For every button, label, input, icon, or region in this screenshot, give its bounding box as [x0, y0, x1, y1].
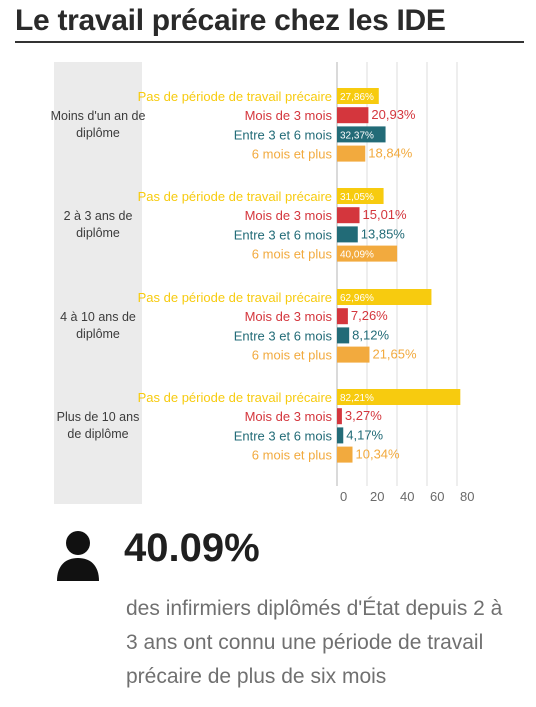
bar — [337, 427, 344, 444]
x-tick-label: 20 — [370, 489, 384, 504]
series-label: 6 mois et plus — [252, 448, 333, 463]
highlight-stat-description: des infirmiers diplômés d'État depuis 2 … — [126, 597, 503, 688]
x-tick-label: 60 — [430, 489, 444, 504]
bar — [337, 145, 366, 162]
highlight-stat-value: 40.09% — [124, 526, 260, 570]
series-label: 6 mois et plus — [252, 247, 333, 262]
bar — [337, 389, 461, 405]
data-label: 7,26% — [351, 308, 388, 323]
data-label: 32,37% — [340, 130, 374, 141]
category-label: diplôme — [76, 126, 120, 140]
series-label: 6 mois et plus — [252, 147, 333, 162]
category-label: diplôme — [76, 226, 120, 240]
person-icon — [57, 531, 99, 581]
series-label: Mois de 3 mois — [245, 108, 333, 123]
bar — [337, 245, 398, 262]
bar — [337, 408, 342, 425]
bar — [337, 88, 379, 104]
data-label: 10,34% — [356, 447, 401, 462]
bar — [337, 207, 360, 224]
series-label: Entre 3 et 6 mois — [234, 127, 333, 142]
bar — [337, 126, 386, 143]
x-tick-label: 0 — [340, 489, 347, 504]
bar — [337, 446, 353, 463]
data-label: 13,85% — [361, 226, 406, 241]
data-label: 21,65% — [372, 347, 417, 362]
data-label: 15,01% — [363, 207, 408, 222]
category-label: diplôme — [76, 327, 120, 341]
series-label: Entre 3 et 6 mois — [234, 428, 333, 443]
bar — [337, 188, 384, 204]
series-label: Pas de période de travail précaire — [138, 89, 332, 104]
data-label: 27,86% — [340, 92, 374, 103]
series-label: Pas de période de travail précaire — [138, 290, 332, 305]
category-label: 4 à 10 ans de — [60, 310, 136, 324]
series-label: Mois de 3 mois — [245, 208, 333, 223]
series-label: Pas de période de travail précaire — [138, 189, 332, 204]
category-label: Moins d'un an de — [51, 109, 146, 123]
data-label: 40,09% — [340, 250, 374, 261]
page-title: Le travail précaire chez les IDE — [15, 4, 446, 37]
bar — [337, 289, 432, 305]
series-label: Pas de période de travail précaire — [138, 390, 332, 405]
bar — [337, 308, 348, 325]
bar — [337, 226, 358, 243]
series-label: Entre 3 et 6 mois — [234, 227, 333, 242]
data-label: 18,84% — [368, 146, 413, 161]
data-label: 62,96% — [340, 293, 374, 304]
category-label: 2 à 3 ans de — [64, 209, 133, 223]
series-label: Mois de 3 mois — [245, 309, 333, 324]
category-label: Plus de 10 ans — [57, 410, 140, 424]
category-label: de diplôme — [67, 427, 128, 441]
title-divider — [15, 41, 524, 43]
category-label-column — [54, 62, 142, 504]
data-label: 31,05% — [340, 192, 374, 203]
series-label: 6 mois et plus — [252, 348, 333, 363]
bar — [337, 107, 369, 124]
data-label: 3,27% — [345, 408, 382, 423]
data-label: 82,21% — [340, 393, 374, 404]
x-tick-label: 40 — [400, 489, 414, 504]
x-tick-label: 80 — [460, 489, 474, 504]
data-label: 20,93% — [371, 107, 416, 122]
series-label: Entre 3 et 6 mois — [234, 328, 333, 343]
data-label: 4,17% — [346, 427, 383, 442]
bar-chart: 0 20 40 60 80 Moins d'un an de diplôme 2 à 3 an… — [51, 62, 474, 504]
bar — [337, 327, 350, 344]
data-label: 8,12% — [352, 327, 389, 342]
series-label: Mois de 3 mois — [245, 409, 333, 424]
bar — [337, 346, 370, 363]
